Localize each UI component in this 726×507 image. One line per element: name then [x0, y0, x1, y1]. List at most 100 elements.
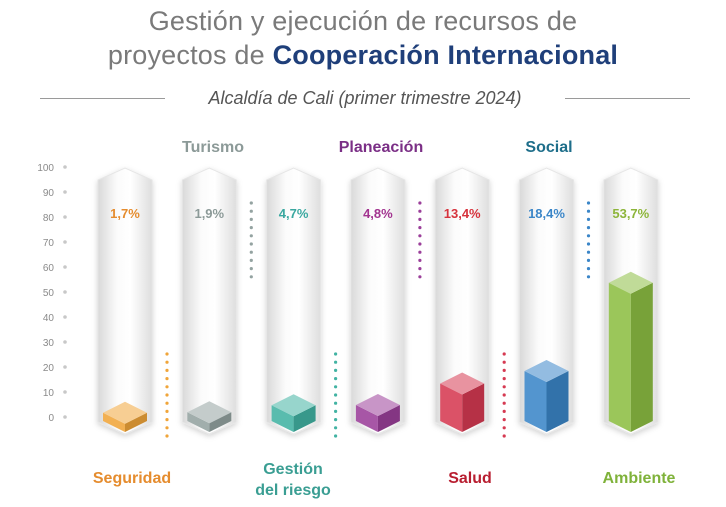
leader-dot — [334, 385, 338, 389]
y-tick-label: 100 — [37, 163, 54, 174]
leader-dot — [249, 217, 253, 221]
y-tick-label: 40 — [43, 313, 55, 324]
category-label: del riesgo — [255, 482, 331, 499]
leader-dot — [418, 217, 422, 221]
leader-dot — [418, 234, 422, 238]
title-line-2: proyectos de Cooperación Internacional — [0, 38, 726, 72]
bar-track — [181, 167, 237, 435]
bar-2-left-face — [187, 412, 210, 432]
y-tick-label: 20 — [43, 363, 55, 374]
category-label: Social — [525, 139, 572, 156]
leader-dot — [586, 250, 591, 254]
y-tick-dot — [63, 390, 67, 394]
bar-1-top-face — [103, 401, 147, 424]
leader-dot — [334, 368, 338, 372]
y-tick-dot — [63, 365, 67, 369]
title-line-2-prefix: proyectos de — [107, 40, 273, 70]
leader-dot — [249, 267, 253, 271]
leader-dot — [418, 250, 422, 254]
category-label: Ambiente — [603, 470, 676, 487]
y-tick-label: 50 — [43, 288, 55, 299]
y-tick-dot — [63, 165, 67, 169]
data-label: 18,4% — [528, 206, 565, 221]
bar-5-left-face — [440, 383, 463, 432]
leader-dot — [502, 385, 506, 389]
leader-dot — [502, 352, 506, 356]
leader-dot — [334, 377, 338, 381]
y-tick-label: 0 — [48, 413, 54, 424]
leader-dot — [334, 409, 338, 413]
y-tick-label: 90 — [43, 188, 55, 199]
category-label: Seguridad — [93, 470, 171, 487]
y-tick-dot — [63, 315, 67, 319]
leader-dot — [334, 426, 338, 430]
leader-dot — [165, 360, 169, 364]
bar-4-right-face — [377, 405, 400, 432]
leader-dot — [249, 258, 253, 262]
category-label: Planeación — [339, 139, 423, 156]
bar-3-right-face — [293, 405, 316, 432]
bar-6-left-face — [524, 371, 547, 432]
leader-dot — [334, 418, 338, 422]
data-label: 1,9% — [194, 206, 224, 221]
data-label: 13,4% — [444, 206, 481, 221]
leader-dot — [586, 209, 591, 213]
leader-dot — [418, 226, 422, 230]
leader-dot — [249, 226, 253, 230]
leader-dot — [502, 409, 506, 413]
data-label: 53,7% — [612, 206, 649, 221]
chart-subtitle: Alcaldía de Cali (primer trimestre 2024) — [208, 88, 522, 108]
leader-dot — [165, 377, 169, 381]
y-tick-dot — [63, 415, 67, 419]
leader-dot — [249, 234, 253, 238]
leader-dot — [502, 377, 506, 381]
bar-7-right-face — [630, 282, 653, 432]
leader-dot — [334, 401, 338, 405]
chart-title: Gestión y ejecución de recursos de proye… — [0, 4, 726, 72]
bar-5-right-face — [462, 383, 485, 432]
data-label: 4,7% — [279, 206, 309, 221]
leader-dot — [334, 434, 338, 438]
leader-dot — [165, 401, 169, 405]
y-tick-dot — [63, 290, 67, 294]
leader-dot — [586, 267, 591, 271]
y-tick-dot — [63, 215, 67, 219]
category-label: Gestión — [263, 461, 323, 478]
title-line-1: Gestión y ejecución de recursos de — [148, 6, 578, 36]
y-tick-label: 30 — [43, 338, 55, 349]
bar-track — [266, 167, 322, 435]
bar-2-top-face — [187, 401, 232, 424]
leader-dot — [418, 242, 422, 246]
leader-dot — [165, 352, 169, 356]
subtitle-rule-right — [565, 98, 690, 99]
bar-5-top-face — [440, 372, 485, 395]
y-tick-dot — [63, 190, 67, 194]
leader-dot — [165, 434, 169, 438]
leader-dot — [334, 393, 338, 397]
leader-dot — [249, 275, 253, 279]
bar-1-left-face — [103, 412, 125, 432]
leader-dot — [165, 393, 169, 397]
y-tick-label: 10 — [43, 388, 55, 399]
leader-dot — [165, 409, 169, 413]
leader-dot — [418, 201, 422, 205]
leader-dot — [586, 234, 591, 238]
leader-dot — [249, 242, 253, 246]
leader-dot — [502, 393, 506, 397]
bar-track — [434, 167, 490, 435]
leader-dot — [586, 258, 591, 262]
bar-7-left-face — [608, 282, 631, 432]
leader-dot — [249, 209, 253, 213]
leader-dot — [586, 217, 591, 221]
bar-6-right-face — [546, 371, 569, 432]
leader-dot — [165, 418, 169, 422]
leader-dot — [502, 418, 506, 422]
leader-dot — [586, 201, 591, 205]
leader-dot — [502, 426, 506, 430]
bar-6-top-face — [524, 360, 569, 382]
bar-track — [97, 167, 153, 435]
leader-dot — [418, 209, 422, 213]
leader-dot — [586, 242, 591, 246]
y-tick-label: 80 — [43, 213, 55, 224]
bar-2-right-face — [209, 412, 232, 432]
